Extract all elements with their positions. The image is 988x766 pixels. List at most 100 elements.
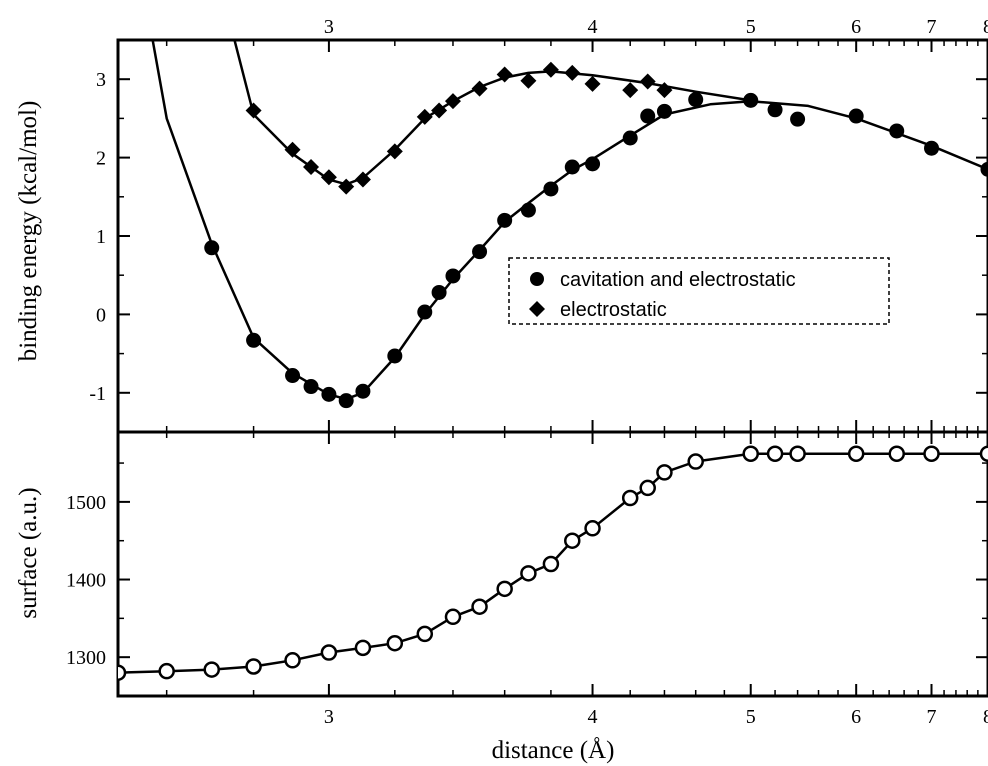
cavitation-point (980, 161, 988, 177)
cavitation-point (472, 244, 488, 260)
top-x-tick-label: 8 (983, 16, 988, 38)
top-x-tick-label: 7 (927, 16, 937, 38)
top-y-tick-label: 2 (96, 148, 106, 170)
electrostatic-point (320, 169, 337, 186)
electrostatic-point (471, 80, 488, 97)
surface-point (496, 580, 513, 598)
electrostatic-point (622, 82, 639, 99)
cavitation-point (622, 130, 638, 146)
surface-point (471, 598, 488, 615)
surface-point (847, 445, 865, 462)
bottom-panel: 3 4 5 6 7 8 1300 1400 1500 (66, 430, 988, 728)
surface-point (742, 445, 759, 462)
surface-point (979, 445, 988, 462)
cavitation-point (640, 108, 656, 124)
bottom-x-tick-label: 7 (927, 706, 937, 728)
top-y-tick-label: 1 (96, 226, 106, 248)
bottom-y-tick-label: 1300 (66, 647, 106, 669)
surface-point (687, 453, 704, 470)
cavitation-point (445, 268, 461, 284)
bottom-y-tick-label: 1500 (66, 492, 106, 514)
surface-point (354, 639, 372, 657)
surface-point (789, 445, 806, 462)
cavitation-point (431, 284, 447, 300)
cavitation-point (743, 92, 759, 108)
cavitation-point (585, 156, 601, 172)
cavitation-point (497, 212, 513, 228)
bottom-y-tick-label: 1400 (66, 570, 106, 592)
surface-point (888, 445, 905, 462)
cavitation-point (285, 368, 301, 384)
surface-point (444, 608, 462, 626)
surface-point (584, 520, 601, 537)
cavitation-point (889, 123, 905, 139)
surface-point (766, 445, 784, 462)
electrostatic-point (386, 143, 403, 160)
electrostatic-point (338, 178, 355, 195)
legend-frame (508, 257, 890, 325)
cavitation-point (246, 332, 262, 348)
surface-point (386, 634, 404, 652)
cavitation-point (543, 181, 559, 197)
bottom-x-tick-label: 6 (851, 706, 861, 728)
surface-point (284, 652, 301, 669)
cavitation-point (656, 103, 672, 119)
surface-point (158, 662, 175, 680)
bottom-x-tick-label: 3 (324, 706, 334, 728)
cavitation-point (688, 92, 704, 108)
top-x-tick-label: 3 (324, 16, 334, 38)
legend: cavitation and electrostatic electrostat… (508, 257, 890, 325)
electrostatic-point (444, 93, 461, 110)
surface-point (416, 625, 434, 643)
top-x-tick-label: 5 (746, 16, 756, 38)
cavitation-point (924, 140, 940, 156)
surface-point (320, 644, 338, 661)
top-x-tick-label: 6 (851, 16, 861, 38)
electrostatic-point (520, 72, 537, 89)
surface-point (564, 532, 581, 549)
cavitation-point (303, 379, 319, 395)
surface-point (923, 445, 940, 462)
legend-circle-marker (530, 272, 544, 286)
surface-point (621, 489, 639, 507)
surface-point (118, 664, 127, 681)
surface-point (520, 565, 537, 582)
legend-label-cavitation: cavitation and electrostatic (560, 269, 796, 291)
top-panel: 3 4 5 6 7 8 -1 0 1 2 3 (89, 16, 988, 434)
bottom-x-tick-label: 4 (588, 706, 598, 728)
cavitation-point (321, 386, 337, 402)
surface-point (542, 555, 560, 573)
electrostatic-point (431, 102, 448, 119)
top-plot-area (151, 40, 988, 409)
electrostatic-point (542, 61, 559, 78)
cavitation-point (355, 383, 371, 399)
electrostatic-point (584, 75, 601, 92)
electrostatic-point (245, 102, 262, 119)
surface-point (639, 479, 656, 497)
cavitation-point (204, 240, 220, 256)
electrostatic-point (656, 82, 673, 99)
top-x-tick-label: 4 (588, 16, 598, 38)
legend-label-electrostatic: electrostatic (560, 299, 667, 321)
top-y-axis-title: binding energy (kcal/mol) (15, 101, 42, 362)
electrostatic-point (284, 141, 301, 158)
cavitation-point (417, 304, 433, 320)
top-y-tick-label: 0 (96, 304, 106, 326)
cavitation-point (387, 348, 403, 364)
x-axis-title: distance (Å) (492, 737, 615, 764)
fit-curve-electrostatic (233, 40, 751, 186)
electrostatic-point (496, 66, 513, 83)
electrostatic-point (639, 73, 656, 90)
top-y-tick-label: 3 (96, 69, 106, 91)
bottom-plot-area (118, 445, 988, 681)
surface-point (656, 464, 673, 481)
legend-diamond-marker (529, 301, 545, 317)
surface-point (245, 658, 262, 675)
cavitation-point (520, 202, 536, 218)
electrostatic-point (303, 159, 320, 176)
cavitation-point (790, 111, 806, 127)
cavitation-point (338, 393, 354, 409)
electrostatic-point (564, 64, 581, 81)
bottom-x-tick-label: 8 (983, 706, 988, 728)
